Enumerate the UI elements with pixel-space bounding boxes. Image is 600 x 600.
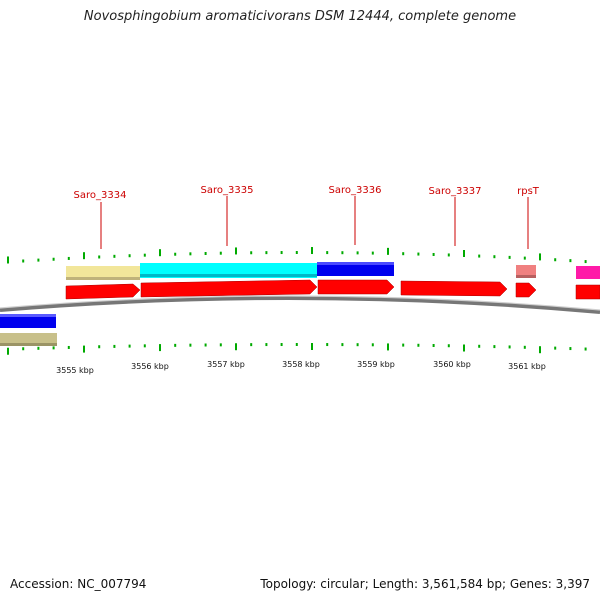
cog-bar-cyan-shadow <box>140 274 317 277</box>
cds-arrow-saro-3336 <box>317 279 395 295</box>
genes-value: 3,397 <box>555 577 590 591</box>
upper-tick-row <box>7 247 587 264</box>
cog-bar-blue-left <box>0 314 56 328</box>
map-title: Novosphingobium aromaticivorans DSM 1244… <box>83 9 517 24</box>
accession-label: Accession: <box>10 577 74 591</box>
lower-tick-row <box>7 343 587 355</box>
scale-label-3558: 3558 kbp <box>282 360 320 369</box>
cds-arrow-saro-3334 <box>65 283 141 300</box>
accession-text: Accession: NC_007794 <box>10 577 146 591</box>
scale-label-3557: 3557 kbp <box>207 360 245 369</box>
cog-bar-khaki-left-shadow <box>0 343 57 346</box>
scale-label-3555: 3555 kbp <box>56 366 94 375</box>
gene-label-saro-3336: Saro_3336 <box>329 185 382 196</box>
scale-label-3560: 3560 kbp <box>433 360 471 369</box>
cog-bar-pink-shadow <box>516 275 536 278</box>
backbone-arc-highlight <box>0 295 600 311</box>
cog-bar-pink <box>516 265 536 278</box>
scale-label-3561: 3561 kbp <box>508 362 546 371</box>
length-label: Length: <box>372 577 419 591</box>
gene-label-saro-3335: Saro_3335 <box>201 185 254 196</box>
cog-bar-khaki-left <box>0 333 57 346</box>
genes-label: Genes: <box>509 577 552 591</box>
topology-value: circular <box>320 577 365 591</box>
cds-arrow-right-edge <box>575 284 600 300</box>
cds-arrow-saro-3335 <box>140 279 318 298</box>
gene-label-saro-3334: Saro_3334 <box>74 190 127 201</box>
scale-label-3559: 3559 kbp <box>357 360 395 369</box>
backbone-arc <box>0 295 600 314</box>
cog-bar-khaki <box>66 266 140 280</box>
cog-bar-khaki-shadow <box>66 277 140 280</box>
genome-stats-text: Topology: circular; Length: 3,561,584 bp… <box>260 577 590 591</box>
gene-label-saro-3337: Saro_3337 <box>429 186 482 197</box>
cog-bar-magenta <box>576 266 600 279</box>
cog-bar-blue <box>317 262 394 276</box>
cds-arrow-rpst <box>515 282 537 298</box>
scale-label-3556: 3556 kbp <box>131 362 169 371</box>
cog-bar-blue-shade <box>317 262 394 265</box>
length-value: 3,561,584 bp <box>421 577 502 591</box>
cog-bar-blue-left-shade <box>0 314 56 317</box>
topology-label: Topology: <box>260 577 317 591</box>
cds-arrow-saro-3337 <box>400 280 508 297</box>
accession-value: NC_007794 <box>77 577 147 591</box>
gene-label-rpst: rpsT <box>517 186 540 197</box>
